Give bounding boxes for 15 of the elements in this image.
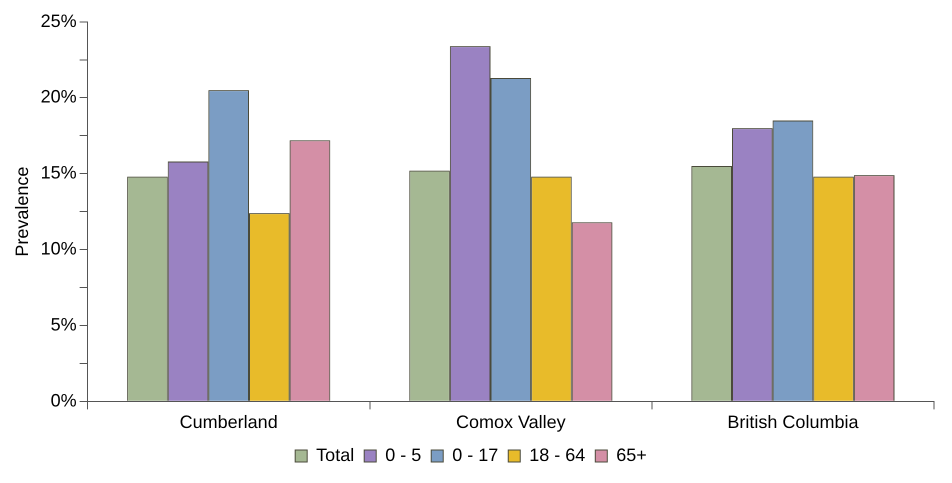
- y-tick-label: 0%: [50, 390, 77, 410]
- legend-label: 0 - 5: [385, 444, 422, 465]
- y-axis-title: Prevalence: [12, 166, 32, 257]
- y-tick-label: 15%: [40, 162, 77, 183]
- x-tick-label: Cumberland: [180, 412, 278, 432]
- legend-label: 18 - 64: [529, 444, 586, 465]
- x-tick-label: British Columbia: [727, 412, 860, 432]
- y-tick-label: 20%: [40, 86, 77, 107]
- y-tick-label: 10%: [40, 238, 77, 259]
- y-tick-label: 25%: [40, 10, 77, 31]
- y-tick-label: 5%: [50, 314, 77, 334]
- x-tick-label: Comox Valley: [456, 412, 566, 432]
- legend-label: 65+: [616, 444, 647, 465]
- legend-label: Total: [316, 444, 354, 465]
- legend-label: 0 - 17: [452, 444, 498, 465]
